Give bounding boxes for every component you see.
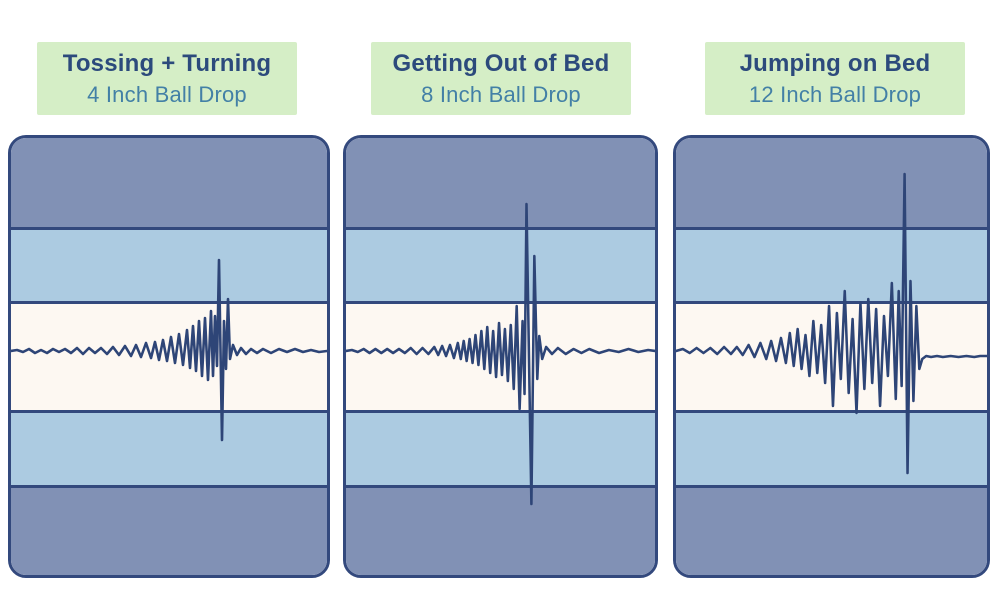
seismograph-panel-8-inch: [343, 135, 658, 578]
label-title: Tossing + Turning: [62, 49, 272, 77]
label-jumping-on-bed: Jumping on Bed 12 Inch Ball Drop: [705, 42, 965, 115]
mattress-band-bottom-dark: [676, 485, 987, 575]
mattress-band-top-dark: [11, 138, 327, 227]
mattress-band-upper-light: [676, 227, 987, 301]
label-title: Getting Out of Bed: [392, 49, 610, 77]
mattress-band-lower-light: [11, 410, 327, 485]
mattress-band-top-dark: [346, 138, 655, 227]
mattress-band-upper-light: [346, 227, 655, 301]
mattress-band-lower-light: [676, 410, 987, 485]
label-subtitle: 4 Inch Ball Drop: [87, 81, 247, 107]
seismograph-trace-12-inch: [676, 172, 987, 475]
waveform-line: [676, 172, 987, 475]
seismograph-trace-4-inch: [11, 258, 327, 442]
label-tossing-turning: Tossing + Turning 4 Inch Ball Drop: [37, 42, 297, 115]
label-subtitle: 8 Inch Ball Drop: [421, 81, 581, 107]
waveform-line: [11, 258, 327, 442]
mattress-band-top-dark: [676, 138, 987, 227]
mattress-band-bottom-dark: [346, 485, 655, 575]
mattress-band-upper-light: [11, 227, 327, 301]
mattress-band-lower-light: [346, 410, 655, 485]
waveform-line: [346, 202, 655, 506]
label-title: Jumping on Bed: [739, 49, 931, 77]
label-subtitle: 12 Inch Ball Drop: [748, 81, 922, 107]
mattress-band-bottom-dark: [11, 485, 327, 575]
label-getting-out-of-bed: Getting Out of Bed 8 Inch Ball Drop: [371, 42, 631, 115]
seismograph-panel-12-inch: [673, 135, 990, 578]
seismograph-panel-4-inch: [8, 135, 330, 578]
seismograph-trace-8-inch: [346, 202, 655, 506]
